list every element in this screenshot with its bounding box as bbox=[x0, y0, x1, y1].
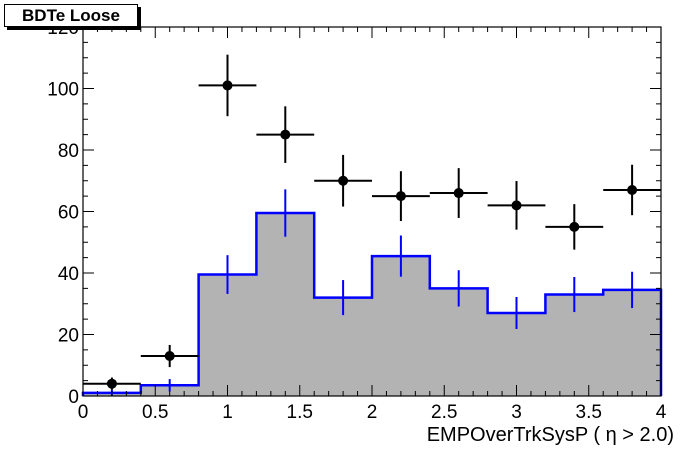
x-tick-label: 1 bbox=[222, 402, 233, 423]
chart-title: BDTe Loose bbox=[22, 6, 120, 25]
x-tick-label: 0 bbox=[78, 402, 89, 423]
y-tick-label: 100 bbox=[47, 80, 79, 101]
x-tick-label: 1.5 bbox=[287, 402, 313, 423]
x-tick-label: 0.5 bbox=[142, 402, 168, 423]
chart-title-box: BDTe Loose bbox=[4, 4, 138, 27]
y-tick-label: 60 bbox=[58, 203, 79, 224]
x-tick-label: 3 bbox=[511, 402, 522, 423]
data-point bbox=[280, 129, 291, 140]
data-point bbox=[164, 351, 175, 362]
data-point bbox=[222, 80, 233, 91]
data-point bbox=[395, 191, 406, 202]
x-axis-label: EMPOverTrkSysP ( η > 2.0) bbox=[426, 424, 674, 446]
x-tick-label: 2.5 bbox=[431, 402, 457, 423]
x-tick-label: 3.5 bbox=[576, 402, 602, 423]
x-tick-label: 2 bbox=[367, 402, 378, 423]
data-point bbox=[453, 188, 464, 199]
x-tick-label: 4 bbox=[656, 402, 667, 423]
data-point bbox=[627, 184, 638, 195]
y-tick-label: 80 bbox=[58, 141, 79, 162]
data-point bbox=[106, 378, 117, 389]
histogram-fill bbox=[83, 213, 661, 396]
data-point bbox=[569, 221, 580, 232]
data-point bbox=[338, 175, 349, 186]
y-tick-label: 20 bbox=[58, 326, 79, 347]
y-tick-label: 0 bbox=[68, 387, 79, 408]
y-tick-label: 40 bbox=[58, 264, 79, 285]
data-point bbox=[511, 200, 522, 211]
